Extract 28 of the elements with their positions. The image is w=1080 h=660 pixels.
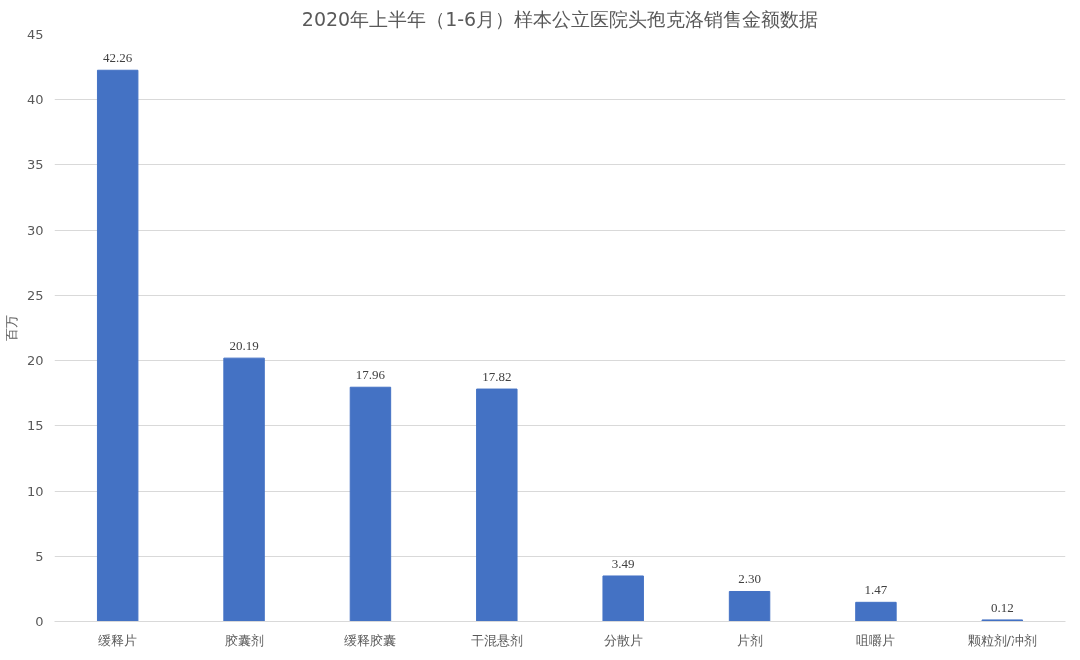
x-tick-label: 片剂 <box>736 632 763 648</box>
y-tick-label: 5 <box>35 548 44 564</box>
y-tick-label: 10 <box>26 483 44 499</box>
x-tick-label: 颗粒剂/冲剂 <box>967 632 1038 648</box>
x-tick-label: 胶囊剂 <box>224 632 264 648</box>
data-label: 1.47 <box>864 582 888 598</box>
x-tick-label: 缓释片 <box>98 632 138 648</box>
y-tick-label: 35 <box>26 157 44 173</box>
y-tick-label: 20 <box>26 353 44 369</box>
y-tick-label: 45 <box>26 27 44 42</box>
data-label: 42.26 <box>103 50 133 66</box>
data-label: 17.82 <box>482 369 512 385</box>
y-tick-label: 25 <box>26 287 44 303</box>
y-tick-label: 0 <box>35 614 44 629</box>
x-tick-label: 分散片 <box>603 632 643 648</box>
data-label: 20.19 <box>229 338 259 354</box>
chart-title: 2020年上半年（1-6月）样本公立医院头孢克洛销售金额数据 <box>301 7 819 30</box>
y-axis-title: 百万 <box>3 315 19 341</box>
y-tick-label: 40 <box>26 92 44 108</box>
y-tick-label: 15 <box>26 418 44 434</box>
data-label: 0.12 <box>990 599 1014 615</box>
data-label: 17.96 <box>355 367 386 383</box>
data-label: 2.30 <box>738 571 761 587</box>
y-tick-label: 30 <box>26 222 44 238</box>
x-tick-label: 咀嚼片 <box>856 632 896 648</box>
data-label: 3.49 <box>611 555 635 571</box>
x-tick-label: 干混悬剂 <box>470 632 523 648</box>
x-tick-label: 缓释胶囊 <box>344 632 397 648</box>
